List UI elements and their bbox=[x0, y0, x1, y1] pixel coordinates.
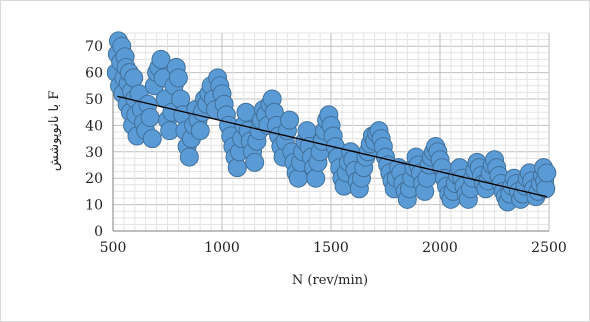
x-tick-label: 1000 bbox=[204, 240, 240, 256]
data-point bbox=[190, 121, 210, 141]
y-tick-label: 30 bbox=[85, 145, 103, 161]
y-tick-label: 0 bbox=[94, 224, 103, 240]
y-tick-label: 20 bbox=[85, 171, 103, 187]
data-point bbox=[288, 168, 308, 188]
data-points bbox=[106, 31, 557, 212]
data-point bbox=[140, 107, 160, 127]
y-tick-label: 50 bbox=[85, 92, 103, 108]
data-point bbox=[280, 110, 300, 130]
data-point bbox=[124, 68, 144, 88]
data-point bbox=[245, 152, 265, 172]
data-point bbox=[227, 158, 247, 178]
x-tick-label: 1500 bbox=[313, 240, 349, 256]
y-tick-label: 40 bbox=[85, 118, 103, 134]
trendline bbox=[117, 95, 547, 198]
data-point bbox=[168, 68, 188, 88]
y-tick-label: 10 bbox=[85, 198, 103, 214]
y-tick-labels: 0 10 20 30 40 50 60 70 bbox=[85, 39, 103, 240]
x-tick-label: 2500 bbox=[531, 240, 567, 256]
x-tick-labels: 500 1000 1500 2000 2500 bbox=[100, 240, 567, 256]
data-point bbox=[297, 121, 317, 141]
trendline-group bbox=[117, 95, 547, 198]
x-tick-label: 500 bbox=[100, 240, 127, 256]
y-tick-label: 60 bbox=[85, 66, 103, 82]
data-point bbox=[142, 129, 162, 149]
data-point bbox=[171, 89, 191, 109]
data-point bbox=[151, 49, 171, 69]
x-axis-title: N (rev/min) bbox=[292, 273, 368, 288]
x-tick-label: 2000 bbox=[422, 240, 458, 256]
y-axis-title: F با نانوپوشش bbox=[47, 91, 62, 172]
data-point bbox=[179, 147, 199, 167]
data-point bbox=[306, 168, 326, 188]
data-point bbox=[537, 163, 557, 183]
y-tick-label: 70 bbox=[85, 39, 103, 55]
